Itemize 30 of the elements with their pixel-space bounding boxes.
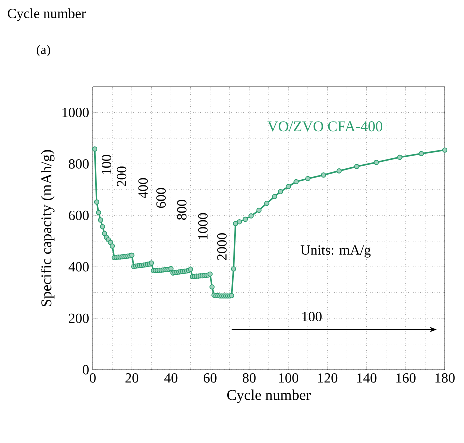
annotation: 100	[102, 155, 112, 174]
y-tick-label: 0	[83, 365, 89, 375]
x-tick-label: 60	[204, 374, 217, 383]
x-tick-label: 40	[164, 374, 178, 383]
series-label: VO/ZVO CFA-400	[268, 122, 383, 132]
annotation: 100	[302, 312, 322, 322]
x-tick-label: 120	[318, 374, 338, 383]
annotation: 1000	[198, 213, 208, 240]
text: Cycle number	[8, 8, 86, 22]
y-tick-label: 600	[69, 210, 89, 220]
annotation: 200	[117, 166, 127, 187]
x-tick-label: 160	[396, 374, 416, 383]
annotation: 400	[138, 178, 148, 199]
x-tick-label: 20	[126, 374, 139, 383]
x-tick-label: 100	[279, 374, 298, 383]
annotation: 2000	[217, 233, 227, 260]
x-tick-label: 180	[436, 374, 455, 383]
x-tick-label: 0	[90, 374, 96, 383]
x-tick-label: 140	[358, 374, 377, 383]
y-tick-label: 1000	[62, 108, 89, 118]
y-tick-label: 400	[68, 262, 89, 272]
chart-title: (a)	[37, 45, 50, 57]
y-tick-label: 200	[69, 314, 89, 324]
annotation: Units: mA/g	[300, 246, 371, 258]
y-tick-label: 800	[69, 159, 89, 169]
annotation: 800	[177, 200, 187, 220]
x-tick-label: 80	[243, 374, 256, 383]
x-axis-title: Cycle number	[227, 390, 311, 404]
y-axis-title: Specific capacity (mAh/g)	[41, 150, 55, 306]
annotation: 600	[156, 188, 166, 208]
